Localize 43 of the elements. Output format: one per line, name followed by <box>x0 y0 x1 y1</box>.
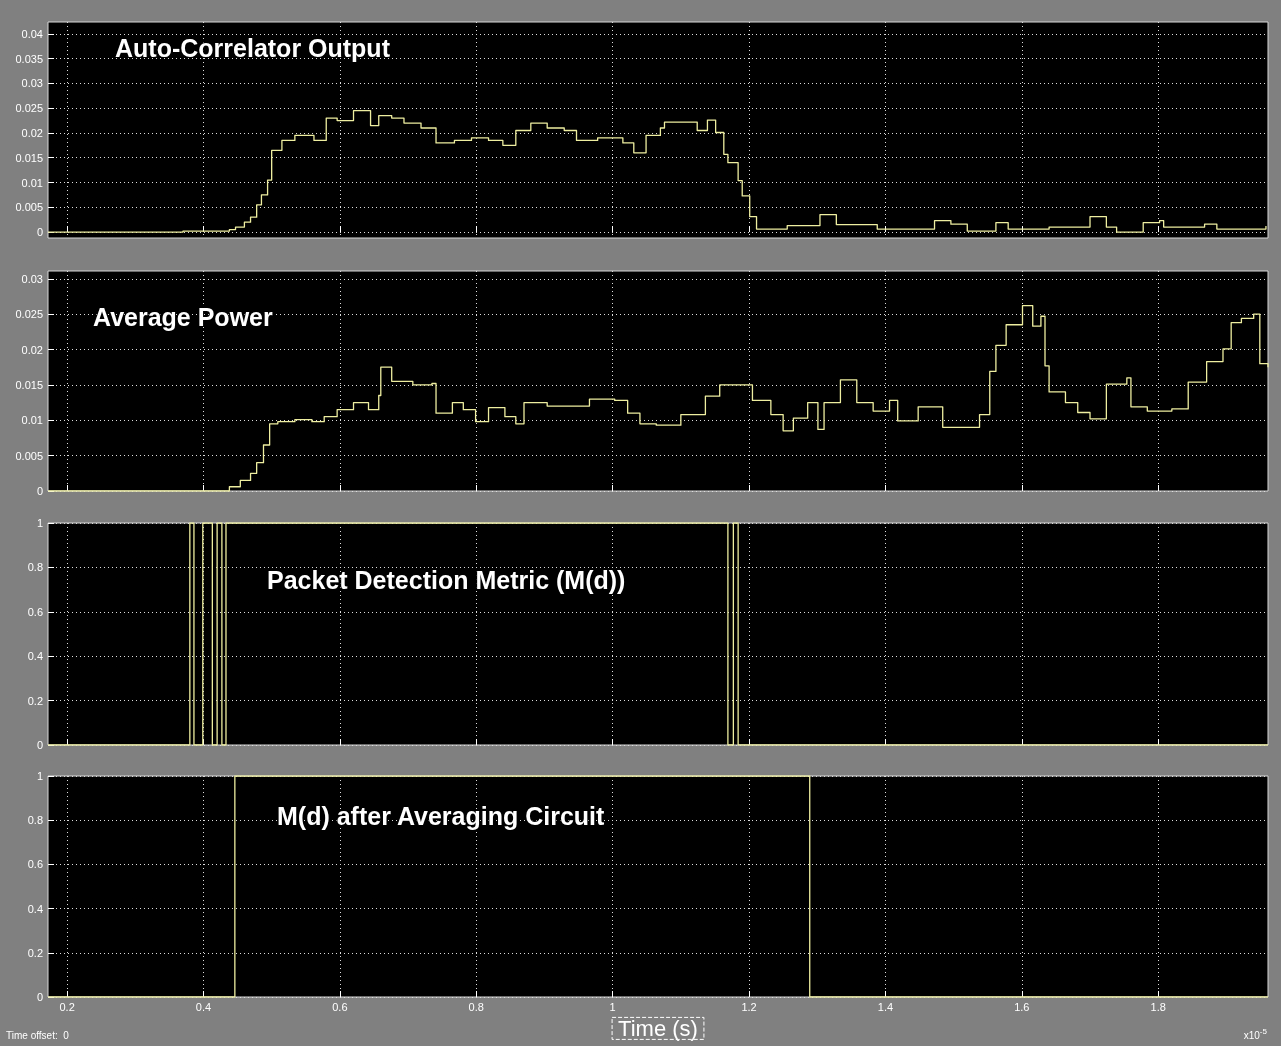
y-tick-label: 0.02 <box>21 343 43 356</box>
y-tick-label: 0.4 <box>27 902 43 915</box>
text: M(d) after Averaging Circuit <box>277 801 606 830</box>
y-tick-label: 0 <box>36 991 43 1003</box>
y-tick-label: 1 <box>36 770 43 782</box>
text: Auto-Correlator Output <box>115 33 391 62</box>
y-tick-label: 0.01 <box>21 176 43 189</box>
x-tick-label: 1.8 <box>1150 1000 1166 1013</box>
x-tick-label: 0.8 <box>468 1000 484 1013</box>
y-tick-label: 0.2 <box>27 946 43 959</box>
y-tick-label: 0.015 <box>15 378 43 391</box>
text: Packet Detection Metric (M(d)) <box>267 565 626 594</box>
y-tick-label: 0.4 <box>27 650 43 663</box>
y-tick-label: 0.015 <box>15 151 43 164</box>
y-tick-label: 1 <box>36 517 43 529</box>
y-tick-label: 0.01 <box>21 414 43 427</box>
x-tick-label: 1.2 <box>741 1000 757 1013</box>
y-tick-label: 0 <box>36 739 43 751</box>
x-tick-label: 1 <box>609 1000 616 1013</box>
y-tick-label: 0.005 <box>15 449 43 462</box>
y-tick-label: 0.035 <box>15 52 43 65</box>
y-tick-label: 0.005 <box>15 201 43 214</box>
x-axis-title: Time (s) <box>618 1015 698 1041</box>
x-tick-label: 0.2 <box>59 1000 75 1013</box>
y-tick-label: 0.03 <box>21 272 43 285</box>
y-tick-label: 0 <box>36 485 43 497</box>
y-tick-label: 0.025 <box>15 308 43 321</box>
y-tick-label: 0 <box>36 226 43 239</box>
y-tick-label: 0.03 <box>21 77 43 90</box>
x-tick-label: 1.4 <box>877 1000 894 1013</box>
y-tick-label: 0.025 <box>15 102 43 115</box>
text: Time offset: 0 <box>6 1029 70 1041</box>
x-tick-label: 0.6 <box>332 1000 348 1013</box>
y-tick-label: 0.2 <box>27 694 43 707</box>
y-tick-label: 0.6 <box>27 605 43 618</box>
x-tick-label: 1.6 <box>1014 1000 1030 1013</box>
x-tick-label: 0.4 <box>195 1000 212 1013</box>
y-tick-label: 0.02 <box>21 126 43 139</box>
y-tick-label: 0.04 <box>21 27 43 40</box>
y-tick-label: 0.6 <box>27 858 43 871</box>
y-tick-label: 0.8 <box>27 814 43 827</box>
text: Average Power <box>93 302 273 331</box>
y-tick-label: 0.8 <box>27 561 43 574</box>
